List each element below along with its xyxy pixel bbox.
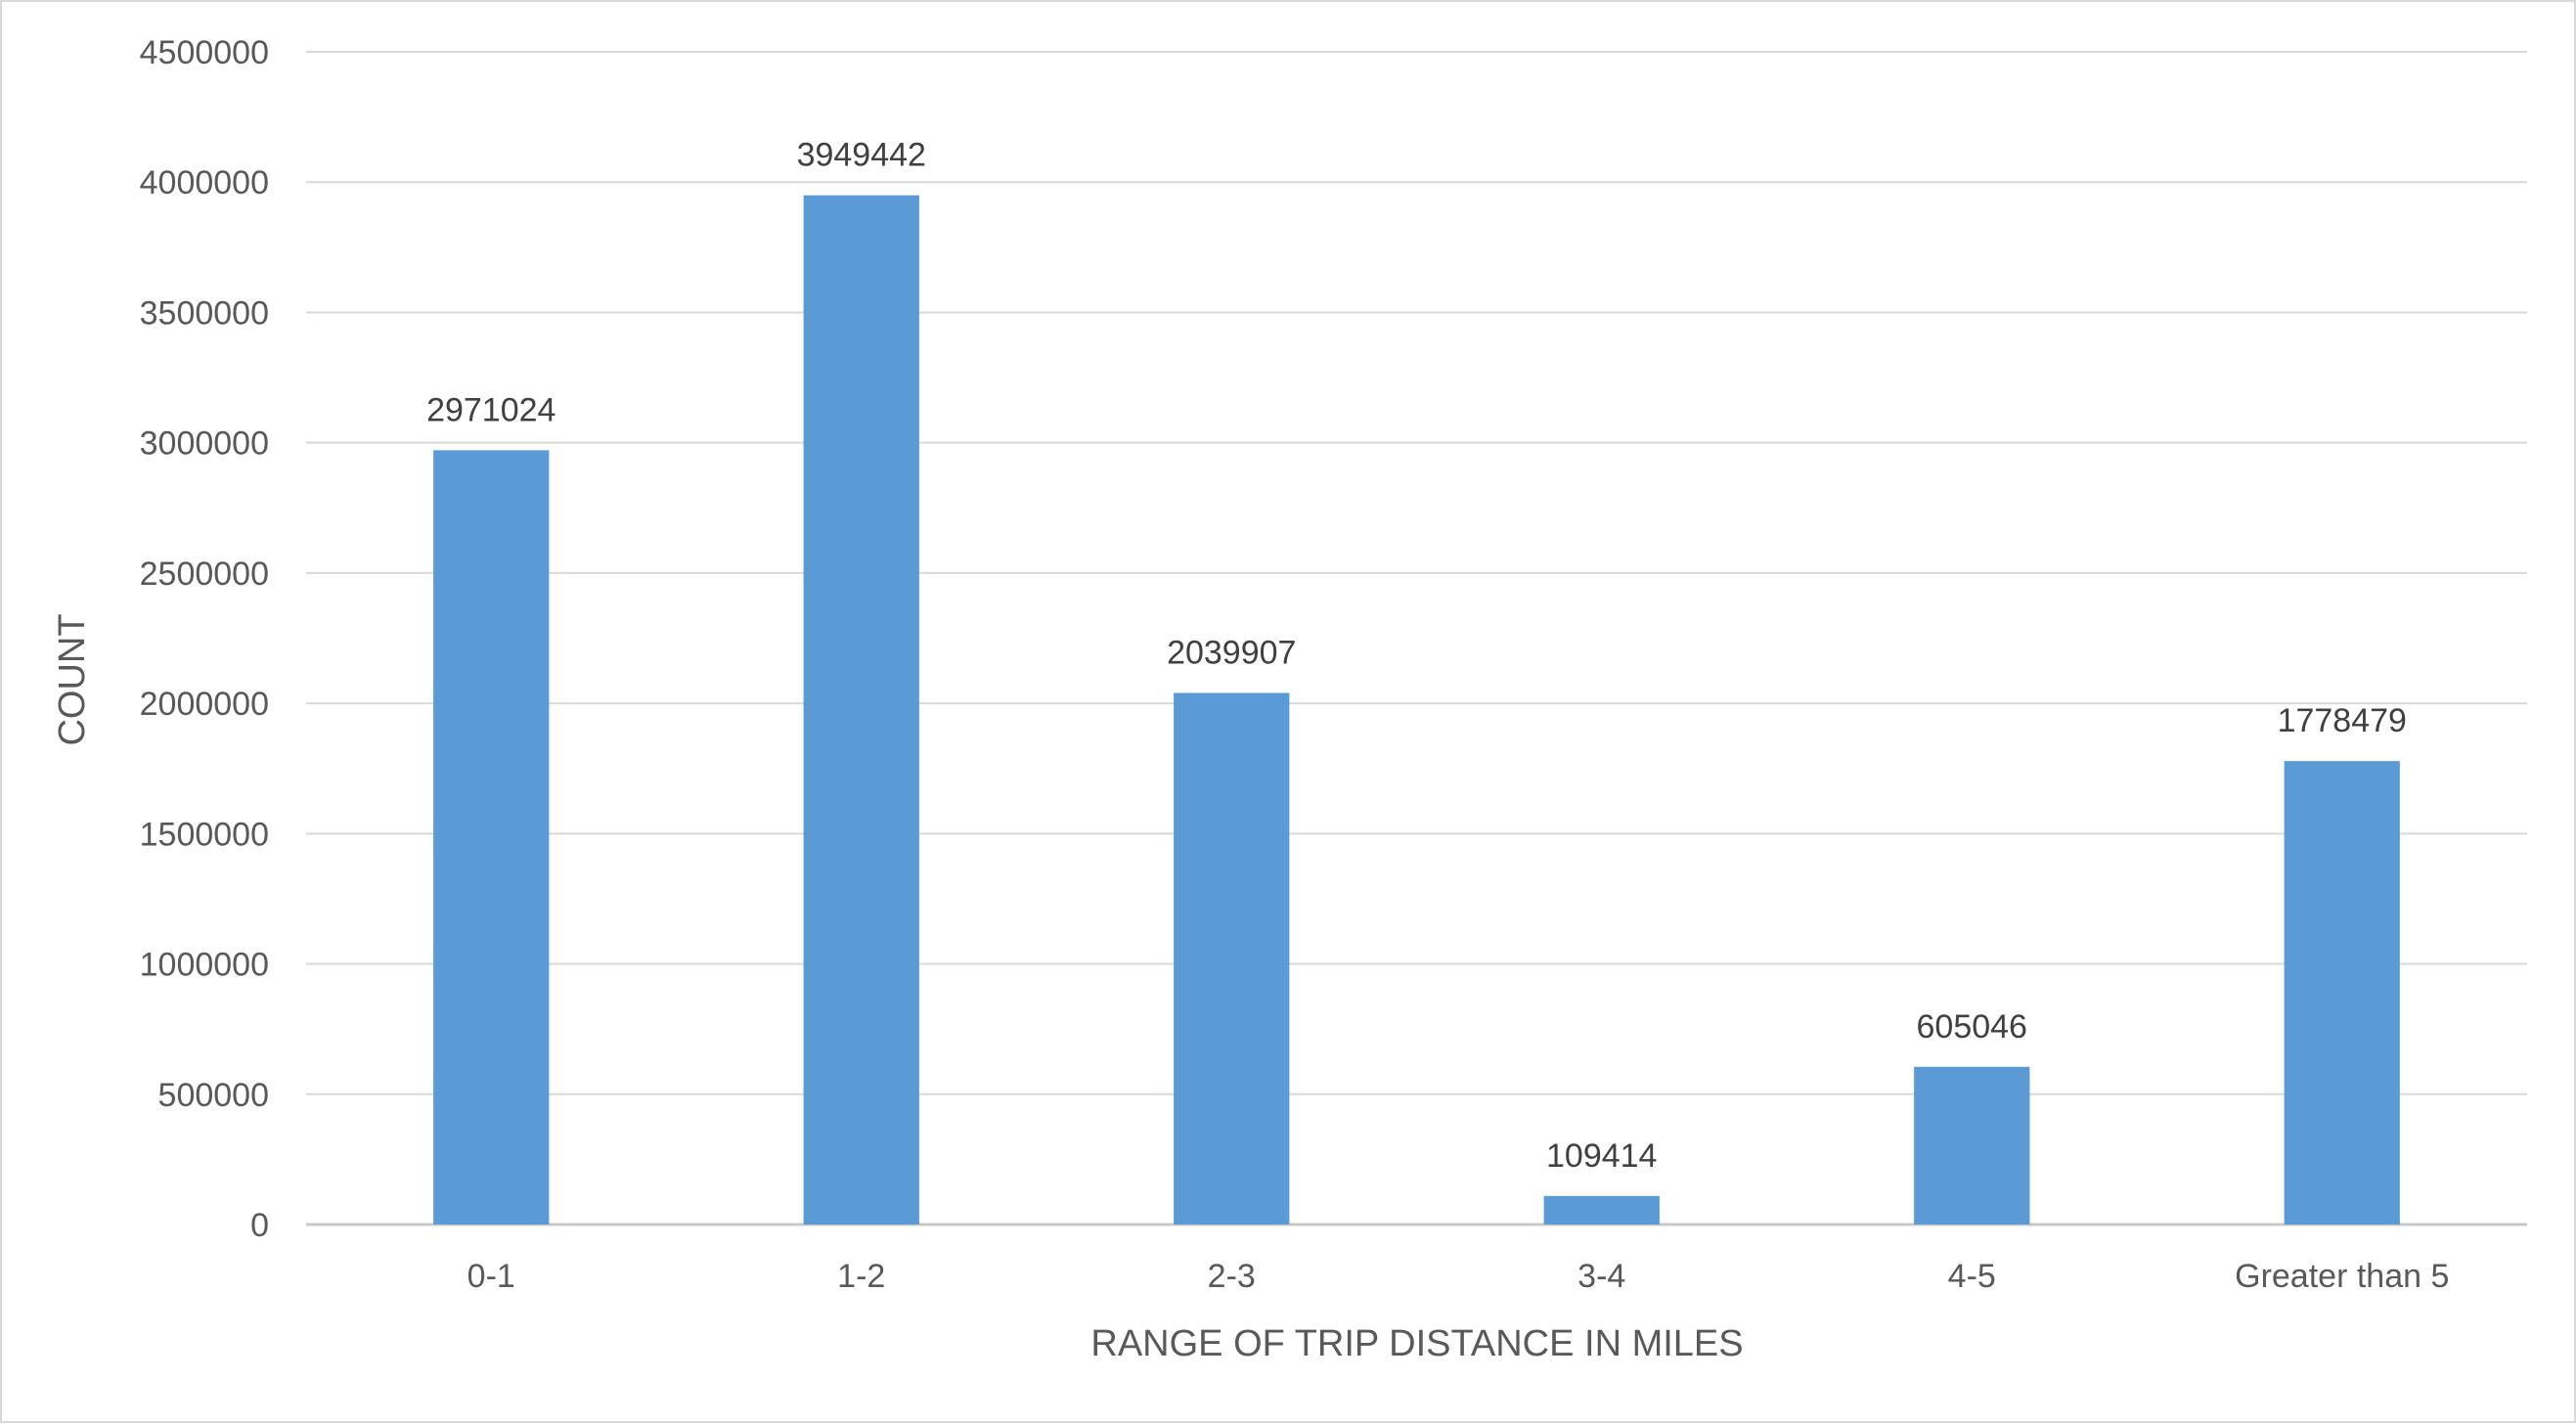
- bar-1-2: [803, 195, 919, 1225]
- x-tick-label: 3-4: [1577, 1258, 1625, 1295]
- x-axis-ticks: 0-1 1-2 2-3 3-4 4-5 Greater than 5: [467, 1258, 2450, 1295]
- data-label: 605046: [1917, 1008, 2027, 1046]
- y-tick-label: 3500000: [140, 294, 269, 332]
- y-axis-ticks: 0 500000 1000000 1500000 2000000 2500000 30000…: [140, 34, 269, 1244]
- data-label: 2039907: [1167, 634, 1296, 671]
- y-tick-label: 4500000: [140, 34, 269, 71]
- x-tick-label: 0-1: [467, 1258, 515, 1295]
- y-tick-label: 0: [250, 1207, 269, 1244]
- y-tick-label: 4000000: [140, 164, 269, 201]
- y-tick-label: 1000000: [140, 947, 269, 984]
- data-label: 2971024: [426, 391, 555, 428]
- data-labels: 2971024 3949442 2039907 109414 605046 1778479: [426, 137, 2407, 1175]
- bars: [433, 195, 2400, 1225]
- y-axis-title: COUNT: [52, 613, 93, 745]
- gridlines: [306, 51, 2527, 1226]
- bar-greater-than-5: [2284, 761, 2400, 1225]
- data-label: 3949442: [797, 137, 926, 174]
- x-tick-label: 1-2: [837, 1258, 885, 1295]
- x-tick-label: Greater than 5: [2235, 1258, 2449, 1295]
- x-tick-label: 4-5: [1948, 1258, 1996, 1295]
- data-label: 1778479: [2278, 702, 2407, 739]
- x-tick-label: 2-3: [1208, 1258, 1256, 1295]
- y-tick-label: 500000: [158, 1077, 269, 1114]
- bar-2-3: [1174, 692, 1290, 1225]
- y-tick-label: 1500000: [140, 816, 269, 853]
- data-label: 109414: [1546, 1137, 1657, 1175]
- bar-4-5: [1914, 1066, 2030, 1225]
- y-tick-label: 2000000: [140, 686, 269, 723]
- y-tick-label: 3000000: [140, 425, 269, 463]
- bar-3-4: [1543, 1195, 1660, 1225]
- bar-0-1: [433, 450, 550, 1225]
- y-tick-label: 2500000: [140, 556, 269, 593]
- x-axis-title: RANGE OF TRIP DISTANCE IN MILES: [1090, 1323, 1743, 1364]
